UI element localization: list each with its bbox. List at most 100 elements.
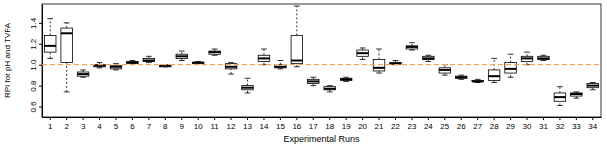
box: [439, 65, 451, 75]
median: [77, 73, 89, 75]
whisker-cap: [80, 69, 86, 70]
y-axis-line: [42, 5, 43, 118]
x-tick: 1: [48, 117, 53, 131]
y-tick: 1.0: [29, 59, 42, 71]
x-tick-mark: [132, 117, 133, 120]
whisker-cap: [130, 60, 136, 61]
whisker-cap: [573, 98, 579, 99]
box: [340, 77, 352, 81]
reference-line: [42, 64, 601, 65]
x-tick-mark: [494, 117, 495, 120]
x-tick: 9: [180, 117, 185, 131]
box: [406, 43, 418, 50]
median: [110, 66, 122, 68]
whisker-cap: [557, 86, 563, 87]
x-tick-label: 26: [457, 122, 466, 131]
median: [423, 57, 435, 59]
whisker-cap: [113, 63, 119, 64]
x-tick: 25: [440, 117, 449, 131]
x-tick-label: 22: [391, 122, 400, 131]
chart: 0.60.81.01.21.41234567891011121314151617…: [0, 0, 607, 144]
x-tick-label: 15: [276, 122, 285, 131]
y-axis-title: RPI for pH and TVFA: [3, 22, 12, 98]
box: [488, 58, 500, 82]
x-tick: 28: [490, 117, 499, 131]
whisker-cap: [491, 58, 497, 59]
whisker-cap: [360, 47, 366, 48]
whisker-cap: [261, 48, 267, 49]
whisker-cap: [590, 82, 596, 83]
upper-whisker: [296, 6, 297, 35]
box-body: [521, 56, 533, 61]
box: [390, 61, 402, 65]
upper-whisker: [247, 78, 248, 85]
x-tick-mark: [247, 117, 248, 120]
median: [61, 32, 73, 34]
box: [61, 23, 73, 92]
plot: 0.60.81.01.21.41234567891011121314151617…: [29, 4, 602, 131]
x-tick-mark: [477, 117, 478, 120]
whisker-cap: [458, 79, 464, 80]
x-tick-label: 9: [180, 122, 185, 131]
upper-whisker: [66, 23, 67, 28]
median: [439, 69, 451, 71]
median: [488, 75, 500, 77]
whisker-cap: [541, 55, 547, 56]
box: [571, 92, 583, 98]
y-tick-label: 0.6: [29, 101, 38, 113]
whisker-cap: [425, 61, 431, 62]
x-tick: 8: [163, 117, 168, 131]
x-tick-label: 13: [243, 122, 252, 131]
x-tick-mark: [214, 117, 215, 120]
x-tick-label: 32: [555, 122, 564, 131]
median: [340, 78, 352, 80]
x-tick: 3: [81, 117, 86, 131]
box: [143, 56, 155, 62]
median: [308, 80, 320, 82]
whisker-cap: [310, 85, 316, 86]
box-body: [571, 93, 583, 96]
box-body: [258, 55, 270, 61]
x-tick: 11: [210, 117, 219, 131]
box: [423, 55, 435, 61]
upper-whisker: [527, 52, 528, 56]
median: [291, 60, 303, 62]
box-body: [110, 66, 122, 69]
x-tick-mark: [231, 117, 232, 120]
box-body: [406, 46, 418, 49]
x-tick: 30: [523, 117, 532, 131]
whisker-cap: [179, 60, 185, 61]
x-tick-label: 10: [194, 122, 203, 131]
box-body: [127, 62, 139, 64]
median: [176, 55, 188, 57]
x-tick-label: 16: [292, 122, 301, 131]
box-body: [423, 56, 435, 59]
box-body: [554, 93, 566, 101]
y-tick-label: 0.8: [29, 80, 38, 92]
box-body: [340, 78, 352, 80]
x-tick-mark: [296, 117, 297, 120]
median: [357, 52, 369, 54]
x-tick: 29: [506, 117, 515, 131]
median: [324, 88, 336, 90]
whisker-cap: [278, 60, 284, 61]
whisker-cap: [47, 58, 53, 59]
box-body: [587, 84, 599, 88]
y-tick: 0.8: [29, 80, 42, 92]
lower-whisker: [66, 63, 67, 92]
upper-whisker: [50, 19, 51, 36]
median: [505, 68, 517, 70]
lower-whisker: [296, 64, 297, 67]
whisker-cap: [47, 18, 53, 19]
x-tick-mark: [329, 117, 330, 120]
x-tick-mark: [362, 117, 363, 120]
x-tick: 14: [260, 117, 269, 131]
box-body: [160, 66, 172, 67]
box-body: [61, 28, 73, 63]
x-tick-label: 30: [523, 122, 532, 131]
lower-whisker: [559, 101, 560, 105]
whisker-cap: [409, 42, 415, 43]
y-tick-mark: [39, 44, 42, 45]
whisker-cap: [228, 74, 234, 75]
x-tick-mark: [99, 117, 100, 120]
